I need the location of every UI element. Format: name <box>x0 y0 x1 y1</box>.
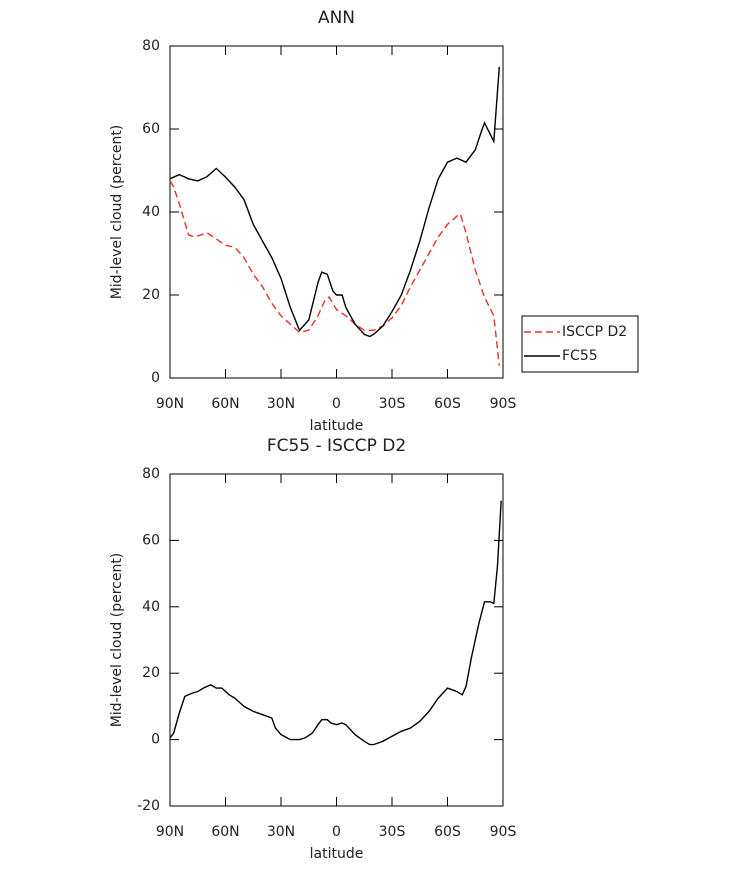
x-tick-label: 0 <box>332 824 341 840</box>
y-tick-label: 20 <box>142 287 160 303</box>
data-line <box>169 66 500 338</box>
data-line <box>169 500 502 746</box>
y-tick-label: 60 <box>142 121 160 137</box>
y-tick-label: 20 <box>142 665 160 681</box>
x-tick-label: 30S <box>379 396 406 412</box>
legend-box <box>521 315 639 373</box>
y-axis-label: Mid-level cloud (percent) <box>109 553 125 728</box>
y-tick-label: -20 <box>137 798 160 814</box>
chart-title: FC55 - ISCCP D2 <box>267 436 406 456</box>
chart-title: ANN <box>318 8 355 28</box>
y-tick-label: 40 <box>142 204 160 220</box>
plot-frame <box>169 473 504 807</box>
x-tick-label: 90S <box>490 824 517 840</box>
y-tick-label: 0 <box>151 732 160 748</box>
data-line <box>169 180 500 366</box>
x-tick-label: 90N <box>156 396 184 412</box>
x-axis-label: latitude <box>310 418 364 434</box>
y-tick-label: 40 <box>142 599 160 615</box>
y-tick-label: 60 <box>142 532 160 548</box>
y-tick-label: 0 <box>151 370 160 386</box>
x-tick-label: 0 <box>332 396 341 412</box>
x-tick-label: 90S <box>490 396 517 412</box>
x-tick-label: 60N <box>211 824 239 840</box>
x-tick-label: 30S <box>379 824 406 840</box>
y-tick-label: 80 <box>142 38 160 54</box>
plot-frame <box>169 45 504 379</box>
x-tick-label: 60S <box>434 396 461 412</box>
y-axis-label: Mid-level cloud (percent) <box>109 125 125 300</box>
legend-label: ISCCP D2 <box>562 324 627 340</box>
x-tick-label: 60N <box>211 396 239 412</box>
x-tick-label: 90N <box>156 824 184 840</box>
y-tick-label: 80 <box>142 466 160 482</box>
legend-label: FC55 <box>562 348 598 364</box>
x-tick-label: 30N <box>267 396 295 412</box>
x-tick-label: 30N <box>267 824 295 840</box>
x-axis-label: latitude <box>310 846 364 862</box>
x-tick-label: 60S <box>434 824 461 840</box>
